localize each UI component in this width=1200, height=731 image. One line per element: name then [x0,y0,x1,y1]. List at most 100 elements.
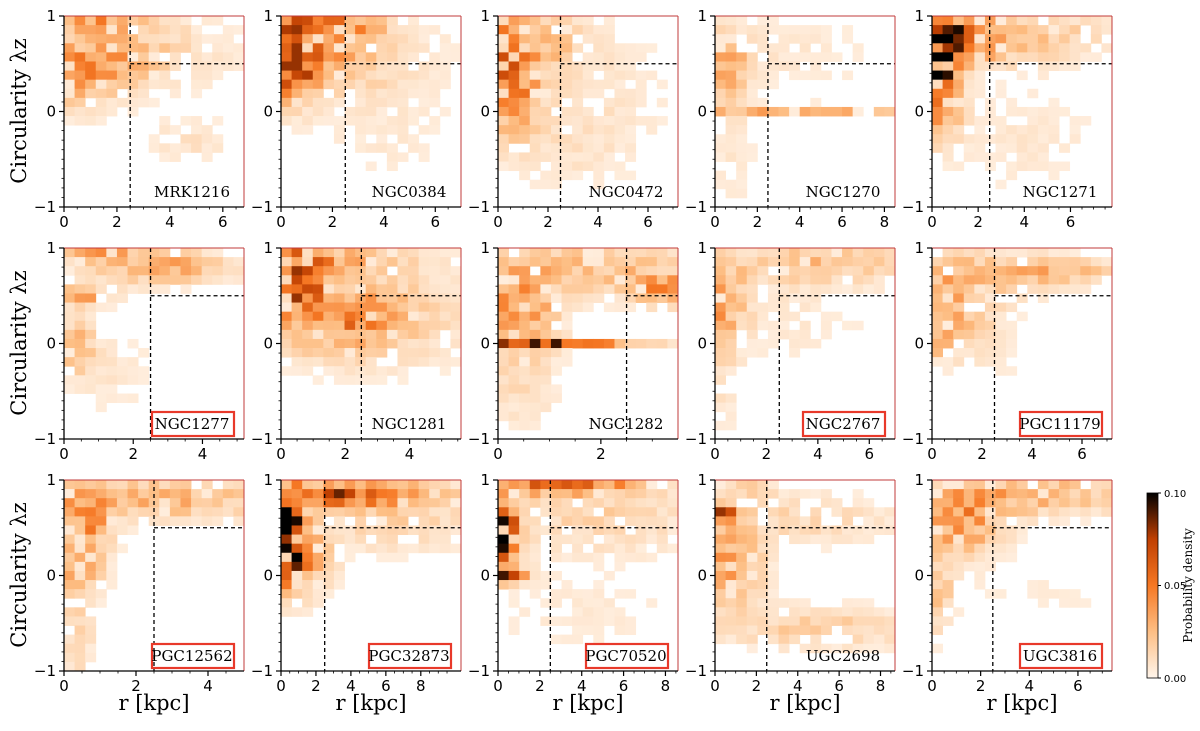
heatmap-cell [302,275,314,285]
galaxy-name-label: NGC0472 [589,183,664,201]
heatmap-cell [74,88,86,99]
heatmap-cell [281,570,292,581]
heatmap-cell [508,338,520,349]
heatmap-cell [932,329,943,340]
heatmap-cell [498,152,509,162]
heatmap-cell [344,525,356,535]
heatmap-cell [439,507,451,517]
heatmap-cell [302,302,314,313]
heatmap-cell [810,634,822,645]
heatmap-cell [852,625,864,636]
heatmap-cell [725,293,737,303]
heatmap-cell [498,507,509,517]
heatmap-cell [614,607,626,617]
heatmap-cell [995,525,1007,535]
heatmap-cell [974,534,986,545]
heatmap-cell [942,534,954,545]
heatmap-cell [625,143,637,153]
heatmap-cell [646,125,658,135]
heatmap-cell [148,143,160,153]
heatmap-cell [963,311,975,322]
heatmap-cell [540,106,552,117]
heatmap-cell [312,248,324,258]
heatmap-cell [323,248,335,258]
x-tick-label: 2 [973,213,983,231]
heatmap-cell [365,61,377,71]
heatmap-cell [603,616,615,626]
heatmap-cell [508,97,520,108]
heatmap-cell [74,384,86,394]
heatmap-cell [74,570,86,581]
heatmap-cell [201,516,213,526]
heatmap-cell [942,498,954,508]
heatmap-cell [1059,516,1071,526]
heatmap-cell [582,552,594,563]
heatmap-cell [984,543,996,554]
heatmap-cell [519,534,531,545]
heatmap-cell [397,507,409,517]
heatmap-cell [106,25,118,35]
heatmap-cell [333,25,345,35]
heatmap-cell [646,70,658,81]
heatmap-cell [429,97,441,108]
x-tick-label: 0 [710,445,720,463]
heatmap-cell [333,525,345,535]
heatmap-cell [95,275,107,285]
heatmap-cell [291,320,303,331]
heatmap-cell [498,516,509,526]
heatmap-cell [386,116,398,126]
heatmap-cell [789,348,801,358]
heatmap-cell [932,348,943,358]
heatmap-cell [715,34,726,44]
heatmap-cell [519,170,531,181]
heatmap-cell [789,507,801,517]
heatmap-cell [116,357,128,367]
heatmap-cell [842,266,854,276]
heatmap-cell [74,79,86,90]
heatmap-cell [746,634,758,645]
heatmap-cell [942,598,954,608]
heatmap-cell [550,634,562,645]
x-tick-label: 6 [1066,213,1076,231]
heatmap-cell [942,302,954,313]
heatmap-cell [863,257,875,267]
heatmap-cell [767,16,779,26]
heatmap-cell [508,375,520,385]
heatmap-cell [561,489,573,499]
heatmap-cell [312,489,324,499]
heatmap-cell [95,516,107,526]
heatmap-cell [429,257,441,267]
heatmap-cell [1027,580,1039,590]
heatmap-cell [106,516,118,526]
heatmap-cell [963,275,975,285]
heatmap-cell [355,16,367,26]
heatmap-cell [963,116,975,126]
heatmap-cell [873,607,885,617]
heatmap-cell [963,134,975,144]
heatmap-cell [852,634,864,645]
heatmap-cell [1037,589,1049,599]
heatmap-cell [667,498,679,508]
heatmap-cell [333,561,345,572]
heatmap-cell [582,88,594,99]
heatmap-cell [365,348,377,358]
heatmap-cell [873,525,885,535]
heatmap-cell [365,257,377,267]
heatmap-cell [820,284,832,294]
heatmap-cell [281,598,292,608]
heatmap-cell [508,411,520,422]
heatmap-cell [725,52,737,62]
heatmap-cell [408,106,420,117]
heatmap-cell [603,152,615,162]
heatmap-cell [333,375,345,385]
heatmap-cell [942,357,954,367]
heatmap-cell [508,598,520,608]
heatmap-cell [635,534,647,545]
heatmap-cell [852,643,864,654]
heatmap-cell [873,266,885,276]
heatmap-cell [646,116,658,126]
x-tick-label: 2 [977,445,987,463]
heatmap-cell [725,625,737,636]
heatmap-cell [138,366,150,376]
heatmap-cell [222,25,234,35]
